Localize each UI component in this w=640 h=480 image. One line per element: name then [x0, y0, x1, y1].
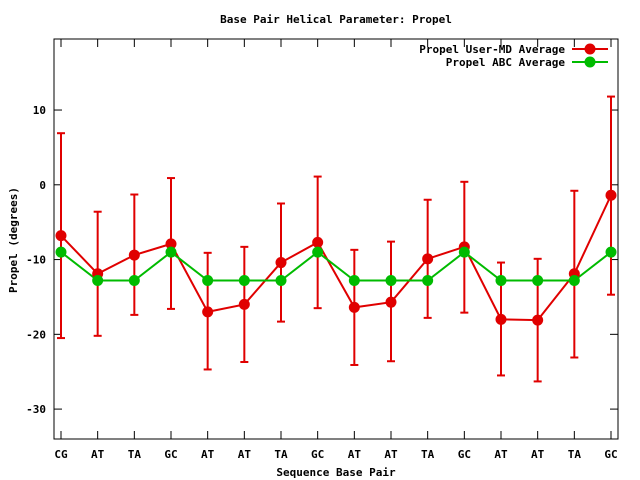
data-point-series-2: [458, 246, 470, 258]
x-tick-label: GC: [604, 448, 617, 461]
x-axis-ticks: CG AT TA GC AT AT TA GC AT AT TA GC AT AT TA GC: [54, 39, 618, 461]
x-tick-label: TA: [568, 448, 582, 461]
legend-marker: [584, 56, 596, 68]
series-line-1: [60, 194, 612, 322]
data-point-series-2: [605, 246, 617, 258]
y-tick-label: -30: [26, 403, 46, 416]
data-point-series-1: [422, 253, 434, 265]
error-bars: [57, 95, 615, 383]
data-point-series-2: [55, 246, 67, 258]
data-point-series-2: [495, 274, 507, 286]
data-point-series-1: [165, 238, 177, 250]
data-point-series-1: [605, 189, 617, 201]
data-point-series-2: [532, 274, 544, 286]
data-point-series-1: [312, 236, 324, 248]
legend-label: Propel ABC Average: [446, 56, 566, 69]
x-tick-label: AT: [494, 448, 508, 461]
chart-title: Base Pair Helical Parameter: Propel: [220, 13, 452, 26]
data-point-series-2: [128, 274, 140, 286]
y-tick-label: -20: [26, 328, 46, 341]
y-axis-ticks: -30 -20 -10 0 10: [26, 104, 618, 416]
data-point-series-2: [312, 246, 324, 258]
series-lines: [60, 194, 612, 322]
x-tick-label: AT: [91, 448, 105, 461]
data-point-series-2: [202, 274, 214, 286]
x-tick-label: AT: [238, 448, 252, 461]
x-tick-label: AT: [384, 448, 398, 461]
data-point-series-1: [202, 306, 214, 318]
data-point-series-2: [165, 246, 177, 258]
data-point-series-2: [422, 274, 434, 286]
legend-marker: [584, 43, 596, 55]
data-point-series-2: [275, 274, 287, 286]
data-point-series-2: [385, 274, 397, 286]
y-tick-label: -10: [26, 254, 46, 267]
x-tick-label: AT: [531, 448, 545, 461]
x-tick-label: GC: [164, 448, 177, 461]
data-point-series-1: [385, 296, 397, 308]
data-point-series-2: [238, 274, 250, 286]
data-point-series-1: [348, 301, 360, 313]
y-axis-label: Propel (degrees): [7, 187, 20, 293]
x-tick-label: AT: [348, 448, 362, 461]
series-line-2: [60, 250, 612, 282]
data-point-series-1: [128, 249, 140, 261]
x-tick-label: CG: [54, 448, 68, 461]
data-point-series-2: [568, 274, 580, 286]
x-tick-label: TA: [128, 448, 142, 461]
x-tick-label: AT: [201, 448, 215, 461]
data-point-series-1: [238, 298, 250, 310]
data-point-series-2: [348, 274, 360, 286]
data-point-series-2: [92, 274, 104, 286]
data-point-series-1: [55, 230, 67, 242]
data-point-series-1: [495, 313, 507, 325]
data-point-series-1: [275, 257, 287, 269]
legend-label: Propel User-MD Average: [419, 43, 565, 56]
x-tick-label: TA: [274, 448, 288, 461]
x-tick-label: TA: [421, 448, 435, 461]
y-tick-label: 10: [33, 104, 46, 117]
x-tick-label: GC: [458, 448, 471, 461]
x-axis-label: Sequence Base Pair: [276, 466, 396, 479]
series-points: [55, 189, 617, 326]
plot-area-frame: [53, 38, 619, 440]
x-tick-label: GC: [311, 448, 324, 461]
data-point-series-1: [532, 314, 544, 326]
y-tick-label: 0: [39, 179, 46, 192]
